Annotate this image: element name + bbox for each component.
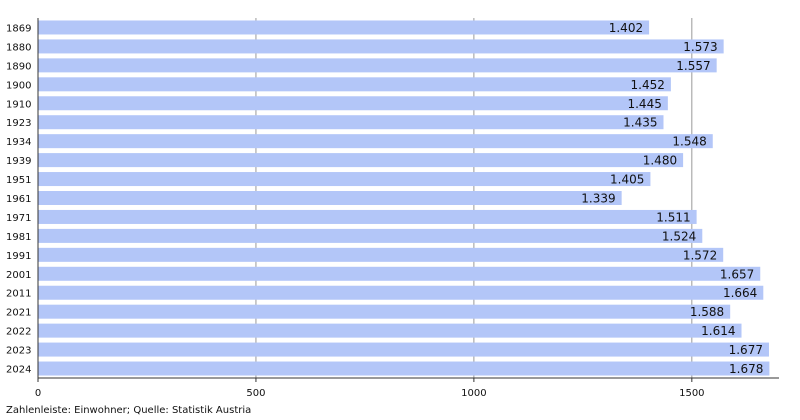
x-tick-label: 0	[35, 388, 41, 399]
y-tick-label: 1934	[6, 137, 31, 148]
x-tick-label: 1000	[461, 388, 486, 399]
y-tick-label: 1961	[6, 194, 31, 205]
bar	[38, 77, 671, 92]
y-tick-label: 1951	[6, 175, 31, 186]
value-label: 1.572	[683, 248, 717, 262]
value-label: 1.405	[610, 173, 644, 187]
value-label: 1.614	[701, 324, 735, 338]
y-tick-label: 1971	[6, 213, 31, 224]
value-label: 1.452	[631, 78, 665, 92]
bar	[38, 228, 703, 243]
bar	[38, 39, 724, 54]
y-tick-label: 1981	[6, 232, 31, 243]
y-tick-label: 2021	[6, 308, 31, 319]
value-label: 1.435	[623, 116, 657, 130]
bar	[38, 304, 731, 319]
bar	[38, 247, 724, 262]
y-tick-label: 1991	[6, 251, 31, 262]
value-label: 1.677	[729, 343, 763, 357]
y-tick-label: 1900	[6, 80, 31, 91]
bar	[38, 58, 717, 73]
bar	[38, 191, 622, 205]
bar	[38, 342, 769, 357]
bar	[38, 153, 684, 168]
bar	[38, 134, 713, 149]
value-label: 1.573	[683, 40, 717, 54]
y-tick-label: 1939	[6, 156, 31, 167]
value-label: 1.548	[672, 135, 706, 149]
value-label: 1.588	[690, 305, 724, 319]
value-label: 1.480	[643, 154, 677, 168]
value-label: 1.339	[581, 192, 615, 206]
bar	[38, 323, 742, 338]
value-label: 1.524	[662, 229, 696, 243]
x-tick-label: 500	[246, 388, 265, 399]
y-tick-label: 1890	[6, 61, 31, 72]
y-tick-label: 2022	[6, 327, 31, 338]
value-label: 1.657	[720, 267, 754, 281]
bar	[38, 266, 761, 281]
y-tick-label: 1880	[6, 42, 31, 53]
bar	[38, 115, 664, 130]
caption: Zahlenleiste: Einwohner; Quelle: Statist…	[6, 405, 251, 416]
bar	[38, 285, 764, 300]
y-tick-label: 2011	[6, 289, 31, 300]
bar	[38, 209, 697, 224]
value-label: 1.445	[627, 97, 661, 111]
y-tick-label: 1869	[6, 23, 31, 34]
y-tick-label: 2024	[6, 365, 31, 376]
x-tick-label: 1500	[679, 388, 704, 399]
y-tick-label: 2023	[6, 346, 31, 357]
bar	[38, 361, 770, 376]
value-label: 1.557	[676, 59, 710, 73]
y-tick-label: 2001	[6, 270, 31, 281]
bar	[38, 96, 668, 111]
value-label: 1.511	[656, 210, 690, 224]
y-tick-label: 1910	[6, 99, 31, 110]
value-label: 1.678	[729, 362, 763, 376]
value-label: 1.402	[609, 21, 643, 35]
bar	[38, 20, 650, 35]
y-tick-label: 1923	[6, 118, 31, 129]
bar	[38, 172, 651, 187]
value-label: 1.664	[723, 286, 757, 300]
